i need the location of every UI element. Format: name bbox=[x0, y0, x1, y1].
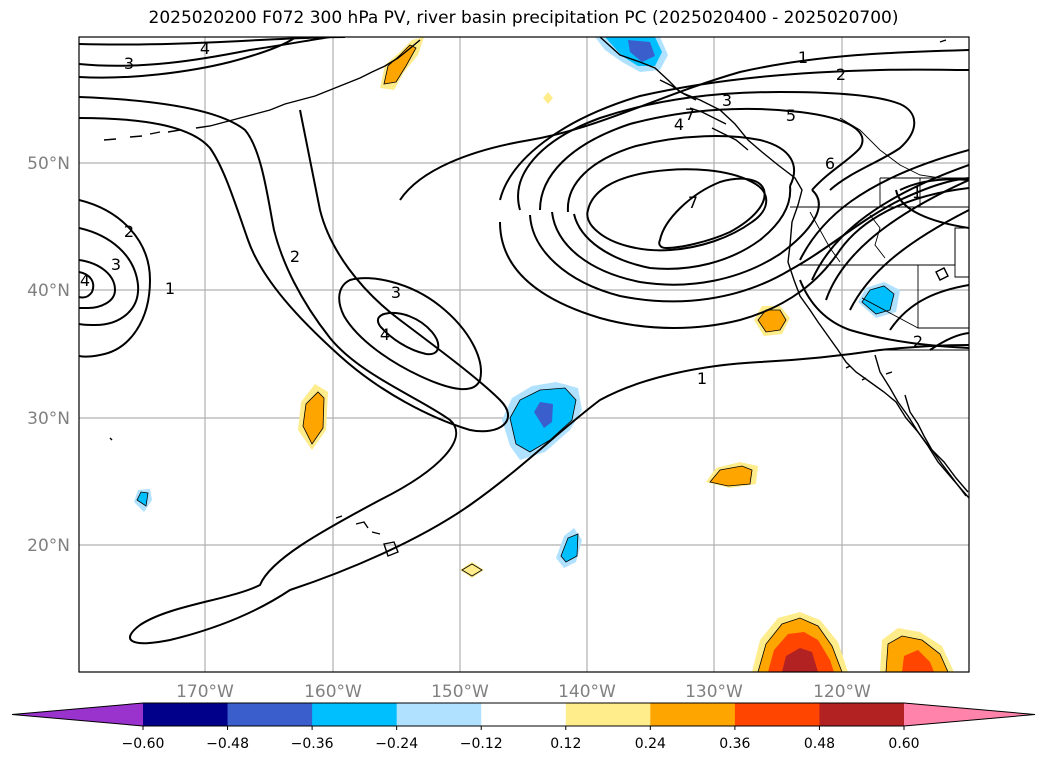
colorbar-tick-label: −0.12 bbox=[460, 736, 503, 752]
graticule bbox=[79, 37, 969, 672]
contour-label: 4 bbox=[380, 325, 390, 344]
pv-contours bbox=[79, 37, 969, 645]
lon-tick-label: 120°W bbox=[813, 682, 871, 702]
contour-label: 2 bbox=[290, 247, 300, 266]
contour-label: 3 bbox=[722, 91, 732, 110]
lon-axis-labels: 170°W 160°W 150°W 140°W 130°W 120°W bbox=[176, 682, 871, 702]
lat-tick-label: 50°N bbox=[27, 154, 70, 174]
contour-label: 7 bbox=[685, 105, 695, 124]
colorbar-tick-label: 0.60 bbox=[888, 736, 919, 752]
colorbar-tick-label: 0.12 bbox=[550, 736, 581, 752]
contour-label: 7 bbox=[688, 193, 698, 212]
lon-tick-label: 170°W bbox=[176, 682, 234, 702]
contour-label: 1 bbox=[798, 48, 808, 67]
contour-label: 3 bbox=[391, 283, 401, 302]
contour-label: 1 bbox=[912, 183, 922, 202]
map-title: 2025020200 F072 300 hPa PV, river basin … bbox=[148, 8, 899, 28]
colorbar-tick-label: −0.60 bbox=[122, 736, 165, 752]
colorbar-tick-label: −0.36 bbox=[291, 736, 334, 752]
colorbar-tick-label: −0.48 bbox=[206, 736, 249, 752]
colorbar: −0.60 −0.48 −0.36 −0.24 −0.12 0.12 0.24 0.36 0.4… bbox=[11, 702, 1036, 752]
colorbar-segment bbox=[143, 703, 229, 726]
precip-outlines bbox=[136, 44, 949, 672]
coastlines bbox=[103, 37, 969, 557]
colorbar-segment bbox=[396, 703, 482, 726]
lat-tick-label: 40°N bbox=[27, 281, 70, 301]
contour-label: 1 bbox=[697, 369, 707, 388]
contour-labels: 4 3 2 3 4 1 2 3 4 1 2 3 4 5 6 7 7 1 1 2 bbox=[80, 39, 923, 388]
contour-label: 4 bbox=[80, 271, 90, 290]
colorbar-tick-label: 0.24 bbox=[635, 736, 666, 752]
colorbar-segment bbox=[227, 703, 313, 726]
map-plot-area: 4 3 2 3 4 1 2 3 4 1 2 3 4 5 6 7 7 1 1 2 bbox=[79, 37, 969, 672]
contour-label: 2 bbox=[913, 332, 923, 351]
contour-label: 3 bbox=[111, 255, 121, 274]
contour-label: 4 bbox=[674, 115, 684, 134]
lon-tick-label: 130°W bbox=[685, 682, 743, 702]
plot-frame bbox=[78, 36, 970, 673]
lat-axis-labels: 50°N 40°N 30°N 20°N bbox=[27, 154, 70, 556]
colorbar-segment bbox=[312, 703, 398, 726]
contour-label: 5 bbox=[786, 106, 796, 125]
colorbar-extend-high bbox=[904, 703, 1035, 726]
contour-label: 1 bbox=[165, 279, 175, 298]
lon-tick-label: 150°W bbox=[431, 682, 489, 702]
precip-shading bbox=[134, 37, 954, 672]
lon-tick-label: 160°W bbox=[304, 682, 362, 702]
contour-label: 6 bbox=[825, 154, 835, 173]
contour-label: 3 bbox=[124, 54, 134, 73]
colorbar-tick-label: −0.24 bbox=[375, 736, 418, 752]
lat-tick-label: 30°N bbox=[27, 409, 70, 429]
contour-label: 2 bbox=[124, 222, 134, 241]
colorbar-tick-label: 0.48 bbox=[804, 736, 835, 752]
colorbar-segment bbox=[565, 703, 651, 726]
colorbar-extend-low bbox=[12, 703, 143, 726]
contour-label: 2 bbox=[836, 65, 846, 84]
lat-tick-label: 20°N bbox=[27, 536, 70, 556]
colorbar-segment bbox=[734, 703, 820, 726]
lon-tick-label: 140°W bbox=[558, 682, 616, 702]
contour-label: 4 bbox=[200, 39, 210, 58]
colorbar-segment bbox=[650, 703, 736, 726]
colorbar-tick-label: 0.36 bbox=[719, 736, 750, 752]
colorbar-segment bbox=[481, 703, 567, 726]
colorbar-segment bbox=[819, 703, 905, 726]
